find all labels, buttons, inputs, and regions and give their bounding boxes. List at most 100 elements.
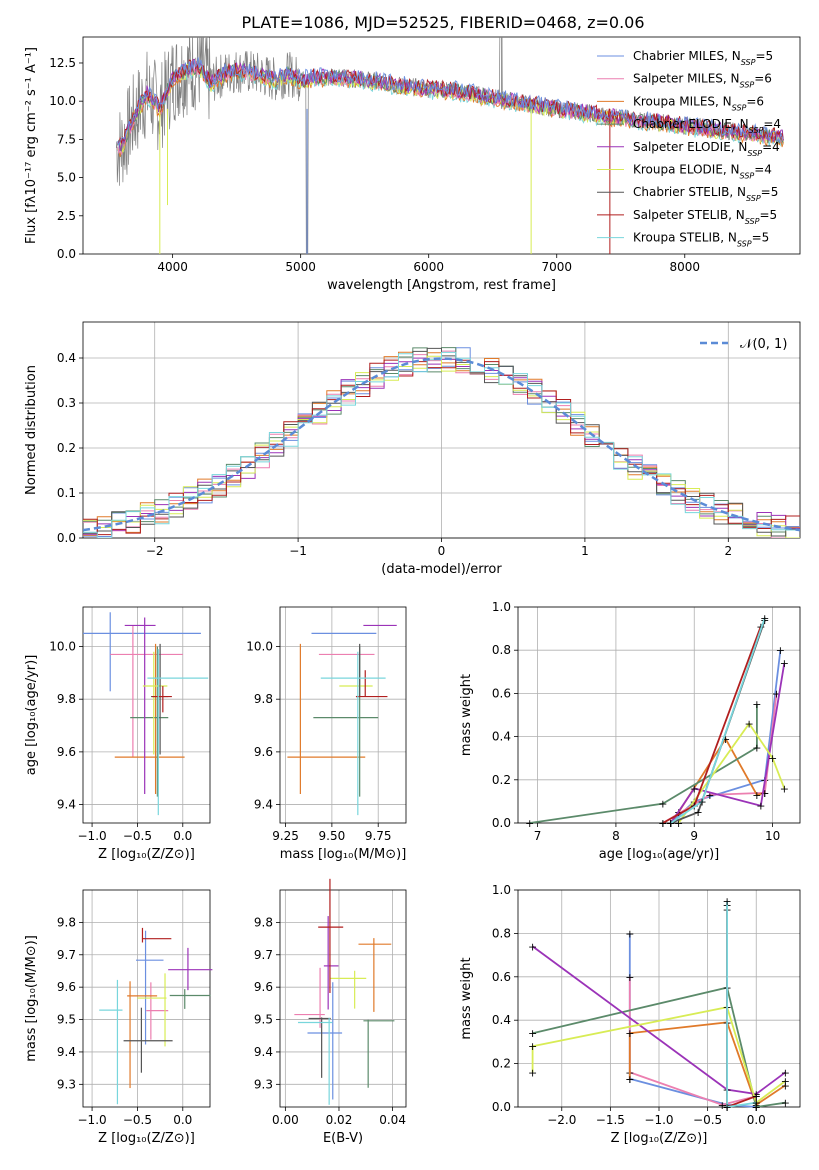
histogram-step-line — [83, 355, 800, 538]
weight-point-marker: + — [674, 817, 683, 830]
weight-point-marker: + — [666, 817, 675, 830]
x-tick-label: −0.5 — [693, 1113, 722, 1127]
y-tick-label: 9.4 — [254, 1045, 273, 1059]
weight-lines: ++++++++++++++++++++++++++++++++++ — [528, 895, 790, 1114]
x-tick-label: 9.25 — [272, 829, 299, 843]
weight-point-marker: + — [760, 787, 769, 800]
x-tick-label: 0.0 — [173, 1113, 192, 1127]
x-tick-label: 0.0 — [747, 1113, 766, 1127]
y-axis-label: mass [log₁₀(M/M⊙)] — [24, 935, 39, 1062]
legend-entry: Salpeter ELODIE, NSSP=4 — [633, 140, 780, 158]
weight-point-marker: + — [694, 806, 703, 819]
weight-point-marker: + — [752, 1097, 761, 1110]
x-tick-label: −1 — [289, 544, 307, 558]
weight-point-marker: + — [722, 895, 731, 908]
weight-point-marker: + — [781, 1079, 790, 1092]
weight-point-marker: + — [658, 798, 667, 811]
x-axis-label: (data-model)/error — [381, 562, 502, 577]
figure-title: PLATE=1086, MJD=52525, FIBERID=0468, z=0… — [241, 13, 644, 32]
x-axis-label: Z [log₁₀(Z/Z⊙)] — [98, 1131, 195, 1146]
massweight-vs-age-axes: 7 8 9 10 0.0 0.2 0.4 0.6 0.8 1.0 age [log₁₀(age/yr… — [459, 600, 801, 862]
weight-point-marker: + — [718, 1099, 727, 1112]
weight-series-line — [677, 722, 786, 824]
x-tick-label: 4000 — [157, 260, 188, 274]
legend-entry: Chabrier ELODIE, NSSP=4 — [633, 117, 781, 135]
weight-lines: ++++++++++++++++++++++++++++++++++ — [525, 612, 789, 830]
axes-frame — [82, 606, 211, 824]
x-tick-label: 6000 — [413, 260, 444, 274]
weight-point-marker: + — [760, 612, 769, 625]
x-tick-label: −0.5 — [123, 829, 152, 843]
x-tick-label: 0 — [438, 544, 446, 558]
y-tick-label: 7.5 — [57, 132, 76, 146]
weight-series-line — [670, 663, 786, 824]
weight-point-marker: + — [528, 1066, 537, 1079]
weight-point-marker: + — [625, 927, 634, 940]
y-tick-label: 0.4 — [492, 1013, 511, 1027]
y-tick-label: 9.6 — [254, 980, 273, 994]
y-tick-label: 0.8 — [492, 926, 511, 940]
weight-point-marker: + — [722, 1101, 731, 1114]
x-tick-label: 9.50 — [319, 829, 346, 843]
axes-frame — [279, 889, 407, 1108]
weight-point-marker: + — [752, 1090, 761, 1103]
y-tick-label: 9.8 — [254, 692, 273, 706]
y-tick-label: 0.0 — [57, 531, 76, 545]
x-tick-label: 9.75 — [365, 829, 392, 843]
y-tick-label: 0.0 — [492, 1100, 511, 1114]
spectrum-legend: Chabrier MILES, NSSP=5 Salpeter MILES, NS… — [597, 49, 781, 248]
weight-point-marker: + — [752, 1101, 761, 1114]
weight-point-marker: + — [666, 817, 675, 830]
axes-frame — [82, 321, 801, 539]
weight-point-marker: + — [781, 1066, 790, 1079]
weight-point-marker: + — [781, 1097, 790, 1110]
y-tick-label: 10.0 — [49, 94, 76, 108]
x-tick-label: −1.5 — [596, 1113, 625, 1127]
y-tick-label: 9.4 — [254, 798, 273, 812]
y-tick-label: 9.5 — [57, 1013, 76, 1027]
y-tick-label: 9.6 — [57, 745, 76, 759]
y-tick-label: 5.0 — [57, 171, 76, 185]
y-tick-label: 2.5 — [57, 209, 76, 223]
weight-point-marker: + — [752, 789, 761, 802]
axes-frame — [279, 606, 407, 824]
x-tick-label: 1 — [581, 544, 589, 558]
weight-point-marker: + — [697, 795, 706, 808]
weight-point-marker: + — [528, 1027, 537, 1040]
x-tick-label: −2.0 — [547, 1113, 576, 1127]
axes-frame — [517, 606, 801, 824]
y-axis-label: mass weight — [459, 957, 474, 1039]
legend-entry: Kroupa MILES, NSSP=6 — [633, 94, 764, 112]
y-tick-label: 9.4 — [57, 798, 76, 812]
x-axis-label: Z [log₁₀(Z/Z⊙)] — [98, 847, 195, 862]
y-tick-label: 0.8 — [492, 643, 511, 657]
y-tick-label: 0.4 — [492, 730, 511, 744]
weight-series-line — [532, 986, 786, 1109]
legend-entry: 𝒩(0, 1) — [740, 337, 787, 352]
y-tick-label: 0.1 — [57, 486, 76, 500]
y-tick-label: 0.0 — [57, 247, 76, 261]
y-tick-label: 1.0 — [492, 600, 511, 614]
legend-entry: Kroupa STELIB, NSSP=5 — [633, 231, 769, 249]
weight-point-marker: + — [525, 817, 534, 830]
x-axis-label: Z [log₁₀(Z/Z⊙)] — [611, 1131, 708, 1146]
x-tick-label: −0.5 — [123, 1113, 152, 1127]
weight-point-marker: + — [752, 1088, 761, 1101]
weight-point-marker: + — [625, 1027, 634, 1040]
weight-series-line — [529, 704, 758, 824]
errorbars — [294, 878, 395, 1105]
weight-point-marker: + — [666, 817, 675, 830]
x-tick-label: 0.02 — [326, 1113, 353, 1127]
x-tick-label: 9 — [690, 829, 698, 843]
y-tick-label: 0.2 — [492, 773, 511, 787]
weight-point-marker: + — [690, 782, 699, 795]
legend-entry: Chabrier STELIB, NSSP=5 — [633, 185, 778, 203]
x-axis-label: age [log₁₀(age/yr)] — [599, 847, 720, 862]
y-tick-label: 0.2 — [492, 1057, 511, 1071]
weight-point-marker: + — [756, 800, 765, 813]
x-tick-label: 5000 — [285, 260, 316, 274]
histogram-step-line — [83, 359, 800, 536]
y-tick-label: 9.8 — [57, 692, 76, 706]
weight-point-marker: + — [781, 1075, 790, 1088]
